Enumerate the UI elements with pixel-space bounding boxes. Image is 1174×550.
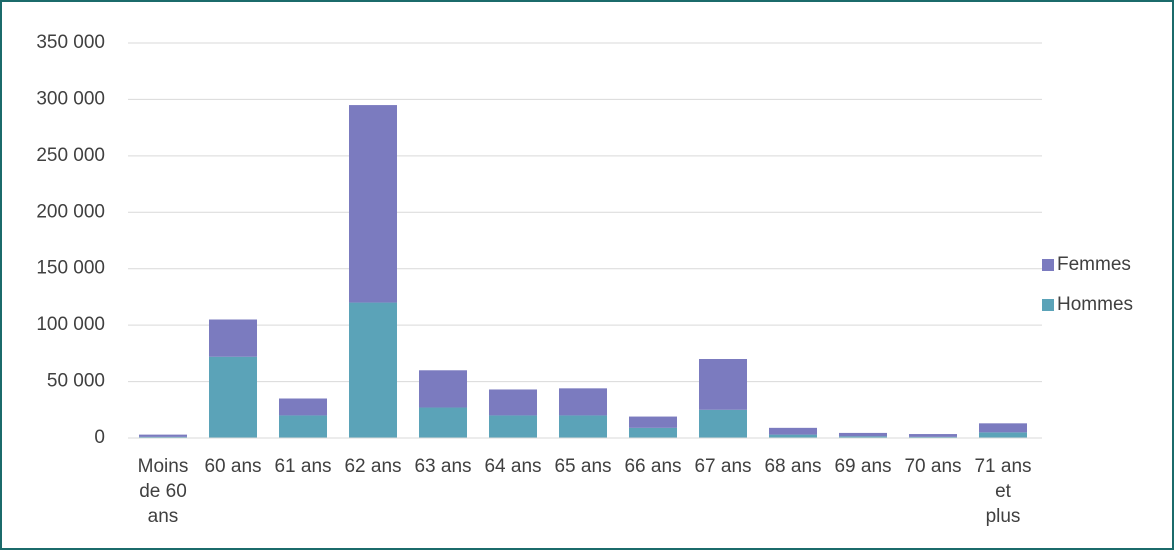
x-tick-label: 60 ans: [204, 456, 261, 477]
x-tick-label: 68 ans: [764, 456, 821, 477]
x-tick-line: 68 ans: [764, 456, 821, 477]
y-tick-label: 100 000: [36, 314, 105, 335]
y-tick-label: 200 000: [36, 201, 105, 222]
bar-segment: [979, 432, 1027, 438]
x-tick-label: 66 ans: [624, 456, 681, 477]
x-tick-label: 64 ans: [484, 456, 541, 477]
x-tick-line: 67 ans: [694, 456, 751, 477]
x-tick-label: 63 ans: [414, 456, 471, 477]
x-tick-label: 71 ans et plus: [974, 456, 1031, 527]
x-tick-line: 60 ans: [204, 456, 261, 477]
bar-segment: [559, 415, 607, 438]
x-tick-label: 61 ans: [274, 456, 331, 477]
bar-segment: [279, 415, 327, 438]
y-tick-label: 250 000: [36, 145, 105, 166]
bar-segment: [209, 319, 257, 357]
bar-segment: [419, 370, 467, 408]
y-tick-label: 350 000: [36, 32, 105, 53]
x-tick-line: 65 ans: [554, 456, 611, 477]
legend-label: Hommes: [1057, 294, 1133, 315]
y-tick-label: 50 000: [47, 371, 105, 392]
x-tick-line: 69 ans: [834, 456, 891, 477]
x-tick-line: plus: [986, 506, 1021, 527]
bar-segment: [139, 434, 187, 437]
bar-segment: [629, 427, 677, 438]
bar-segment: [559, 388, 607, 416]
y-tick-label: 150 000: [36, 258, 105, 279]
x-tick-label: 67 ans: [694, 456, 751, 477]
bar-segment: [279, 398, 327, 416]
bar-segment: [699, 359, 747, 410]
bar-segment: [909, 436, 957, 438]
bar-segment: [209, 356, 257, 438]
bar-segment: [699, 409, 747, 438]
x-tick-label: 69 ans: [834, 456, 891, 477]
y-tick-label: 300 000: [36, 88, 105, 109]
bar-segment: [349, 302, 397, 438]
x-tick-line: ans: [148, 506, 179, 527]
y-tick-label: 0: [94, 427, 105, 448]
bar-segment: [139, 436, 187, 438]
x-tick-line: de 60: [139, 481, 187, 502]
bar-segment: [909, 434, 957, 437]
bar-segment: [979, 423, 1027, 433]
x-tick-line: 61 ans: [274, 456, 331, 477]
bar-segment: [769, 434, 817, 438]
bar-segment: [839, 432, 887, 437]
legend-swatch: [1042, 259, 1054, 271]
bar-segment: [839, 436, 887, 438]
x-tick-line: 66 ans: [624, 456, 681, 477]
x-tick-label: 70 ans: [904, 456, 961, 477]
x-tick-line: 71 ans: [974, 456, 1031, 477]
x-tick-label: 62 ans: [344, 456, 401, 477]
legend-label: Femmes: [1057, 254, 1131, 275]
x-tick-line: 70 ans: [904, 456, 961, 477]
bar-segment: [419, 407, 467, 438]
bar-segment: [489, 415, 537, 438]
x-tick-line: 64 ans: [484, 456, 541, 477]
bar-segment: [629, 416, 677, 428]
bar-segment: [489, 389, 537, 416]
x-tick-line: 63 ans: [414, 456, 471, 477]
x-tick-line: et: [995, 481, 1012, 502]
x-tick-label: 65 ans: [554, 456, 611, 477]
x-tick-line: Moins: [138, 456, 189, 477]
bar-segment: [769, 427, 817, 435]
x-tick-line: 62 ans: [344, 456, 401, 477]
x-tick-label: Moins de 60 ans: [138, 456, 189, 527]
legend-swatch: [1042, 299, 1054, 311]
bar-segment: [349, 105, 397, 303]
